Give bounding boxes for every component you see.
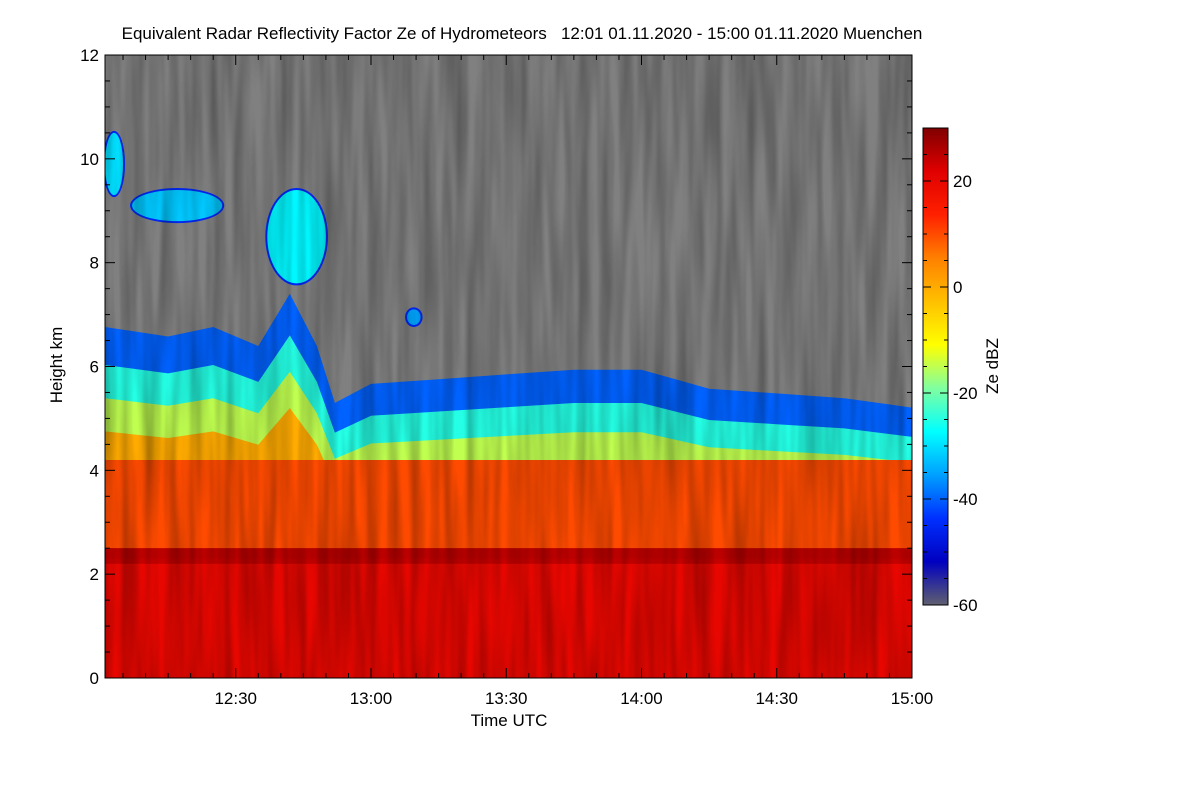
y-tick-label: 2 <box>90 565 99 584</box>
y-tick-label: 0 <box>90 669 99 688</box>
x-tick-label: 13:30 <box>485 689 528 708</box>
colorbar-tick-label: 0 <box>953 278 962 297</box>
x-axis: 12:30 13:00 13:30 14:00 14:30 15:00 <box>122 55 934 708</box>
texture-overlay <box>105 55 912 678</box>
y-tick-label: 10 <box>80 150 99 169</box>
x-tick-label: 13:00 <box>350 689 393 708</box>
x-tick-label: 12:30 <box>214 689 257 708</box>
y-tick-label: 8 <box>90 254 99 273</box>
colorbar-tick-label: 20 <box>953 172 972 191</box>
y-tick-label: 6 <box>90 358 99 377</box>
colorbar-tick-label: -20 <box>953 384 978 403</box>
colorbar-label: Ze dBZ <box>983 338 1002 394</box>
x-tick-label: 14:00 <box>620 689 663 708</box>
y-tick-label: 12 <box>80 46 99 65</box>
y-axis: 0 2 4 6 8 10 12 <box>80 46 912 688</box>
x-tick-label: 15:00 <box>891 689 934 708</box>
plot-area <box>105 55 912 678</box>
y-tick-label: 4 <box>90 461 99 480</box>
colorbar: 20 0 -20 -40 -60 Ze dBZ <box>922 127 1002 615</box>
colorbar-tick-label: -40 <box>953 490 978 509</box>
x-tick-label: 14:30 <box>755 689 798 708</box>
x-axis-label: Time UTC <box>471 711 548 730</box>
y-axis-label: Height km <box>47 327 66 404</box>
chart-title: Equivalent Radar Reflectivity Factor Ze … <box>122 24 923 43</box>
colorbar-tick-label: -60 <box>953 596 978 615</box>
